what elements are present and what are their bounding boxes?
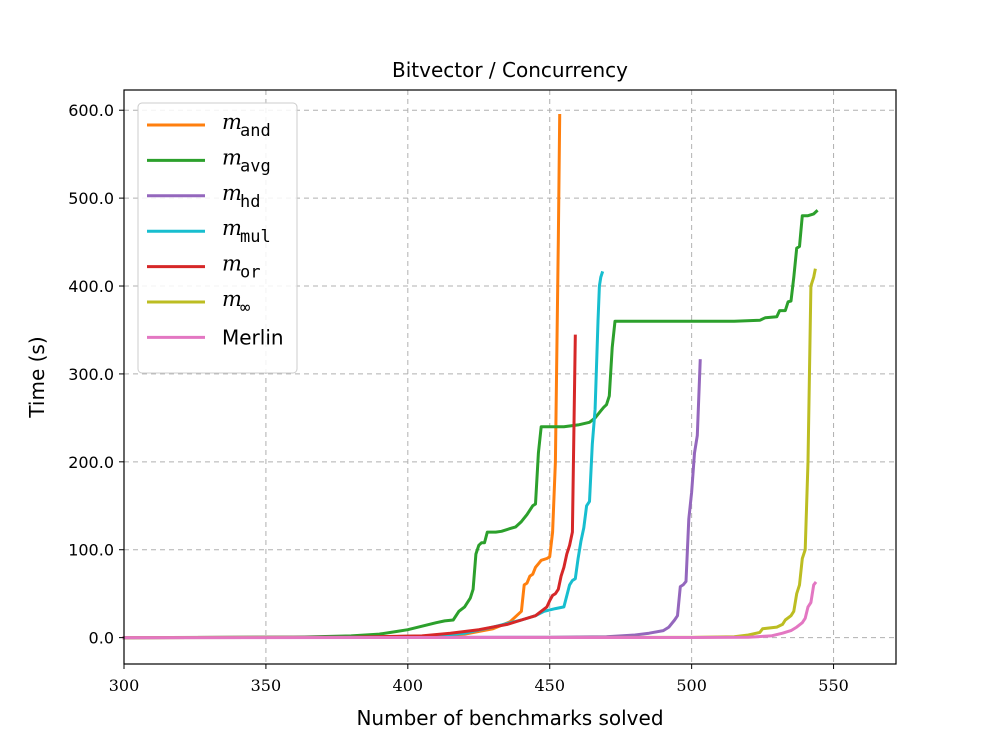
x-tick-label: 350 [251, 676, 282, 695]
y-axis-label: Time (s) [25, 336, 49, 418]
series-line-m-avg [122, 209, 819, 640]
chart-title: Bitvector / Concurrency [392, 58, 628, 82]
x-tick-label: 450 [534, 676, 565, 695]
ticks: 300 350 400 450 500 550 0.0 100.0 200.0 300.0 400.… [68, 101, 849, 695]
y-tick-label: 300.0 [68, 365, 114, 384]
legend-label-m-and: m [222, 110, 242, 134]
legend-label-m-inf: m [222, 287, 242, 311]
y-tick-label: 0.0 [89, 629, 114, 648]
y-tick-label: 600.0 [68, 101, 114, 120]
legend-sublabel-m-hd: hd [240, 192, 260, 212]
legend-label-m-mul: m [222, 216, 242, 240]
legend-label-merlin: Merlin [222, 325, 284, 349]
legend-sublabel-m-avg: avg [240, 156, 271, 176]
series-lines [122, 113, 819, 640]
series-line-m-hd [122, 359, 702, 640]
legend-label-m-hd: m [222, 181, 242, 205]
legend-label-m-avg: m [222, 145, 242, 169]
x-tick-label: 550 [818, 676, 849, 695]
y-tick-label: 100.0 [68, 541, 114, 560]
legend-box [137, 102, 298, 374]
legend-sublabel-m-and: and [240, 121, 271, 141]
x-axis-label: Number of benchmarks solved [356, 706, 663, 730]
x-tick-label: 400 [393, 676, 424, 695]
legend-label-m-or: m [222, 252, 242, 276]
series-line-m-inf [122, 268, 817, 640]
series-line-merlin [122, 580, 818, 640]
legend-sublabel-m-mul: mul [240, 227, 271, 247]
series-line-m-or [122, 334, 577, 640]
legend-sublabel-m-or: or [240, 263, 260, 283]
legend-sublabel-m-inf: ∞ [240, 298, 250, 318]
x-tick-label: 300 [109, 676, 140, 695]
y-tick-label: 200.0 [68, 453, 114, 472]
y-tick-label: 400.0 [68, 277, 114, 296]
x-tick-label: 500 [676, 676, 707, 695]
plot-frame [123, 89, 897, 665]
y-tick-label: 500.0 [68, 189, 114, 208]
